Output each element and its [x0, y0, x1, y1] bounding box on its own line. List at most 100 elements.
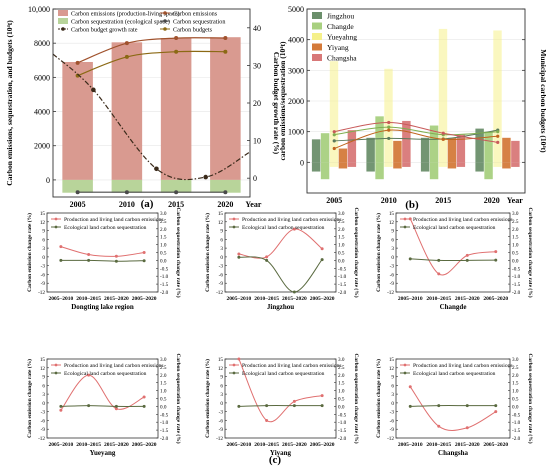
c-sequestration-line	[238, 256, 323, 293]
c-y2tick-label: 3.0	[160, 211, 167, 217]
a-legend-label: Carbon budgets	[173, 27, 213, 34]
c-y2tick-label: 2.0	[338, 227, 345, 233]
a-ytick-label: 2000	[34, 142, 50, 151]
c-ytick-label: 12	[218, 366, 224, 372]
c-ytick-label: 9	[391, 375, 394, 381]
b-sequestration-bar	[493, 162, 502, 167]
c-y2tick-label: 1.0	[160, 243, 167, 249]
c-y2tick-label: 0.5	[160, 397, 167, 403]
c-y2-axis-label: Carbon sequestration change rate (%)	[175, 353, 182, 443]
c-sequestration-point	[142, 259, 146, 263]
c-y2tick-label: -0.5	[338, 266, 347, 272]
c-sequestration-point	[320, 404, 324, 408]
c-emission-line	[409, 218, 496, 276]
c-y2tick-label: 1.0	[338, 389, 345, 395]
c-emission-point	[59, 408, 63, 412]
c-legend-marker	[54, 363, 58, 367]
a-legend-label: Carbon sequestration	[173, 19, 225, 26]
b-budget-line	[334, 126, 498, 136]
c-region-label: Jingzhou	[267, 303, 294, 311]
b-emission-bar	[402, 120, 411, 163]
c-sequestration-point	[292, 404, 296, 408]
c-emission-line	[238, 358, 323, 423]
b-emission-bar	[338, 148, 348, 163]
a-legend-label: Carbon budget growth rate	[71, 27, 138, 34]
c-y2tick-label: 0.0	[338, 258, 345, 264]
c-ytick-label: -9	[41, 281, 46, 287]
b-sequestration-bar	[420, 162, 430, 172]
b-emission-bar	[429, 125, 439, 163]
b-legend-label: Yiyang	[327, 43, 349, 52]
b-budget-line	[334, 129, 498, 142]
b-legend-swatch	[312, 54, 322, 61]
b-emission-bar	[438, 28, 448, 163]
c-y2tick-label: 2.0	[160, 373, 167, 379]
c-xtick-label: 2005–2010	[49, 442, 74, 448]
c-y2tick-label: -1.0	[338, 274, 347, 280]
c-y2tick-label: -1.0	[512, 274, 521, 280]
c-legend-label: Ecological land carbon sequestration	[64, 225, 147, 231]
b-budget-point	[496, 134, 500, 138]
b-sequestration-bar	[447, 162, 457, 169]
c-ytick-label: 3	[220, 392, 223, 398]
a-legend-label: Carbon emissions (production-living spac…	[71, 11, 179, 18]
c-sequestration-point	[87, 258, 91, 262]
a-budgets-line-point	[124, 54, 129, 59]
c-legend-marker	[232, 363, 236, 367]
c-ytick-label: 12	[40, 220, 46, 226]
b-emission-bar	[384, 68, 393, 163]
c-sequestration-point	[465, 404, 469, 408]
a-xtick-label: 2015	[168, 200, 184, 209]
b-emission-bar	[475, 128, 484, 163]
c-y-axis-label: Carbon emission change rate (%)	[375, 213, 382, 292]
c-y2tick-label: -2.0	[160, 290, 169, 296]
c-y2tick-label: 1.0	[512, 243, 519, 249]
c-emission-point	[292, 399, 296, 403]
c-ytick-label: -12	[387, 290, 394, 296]
c-xtick-label: 2010–2015	[254, 296, 279, 302]
b-budget-point	[332, 146, 336, 151]
b-budget-point	[387, 125, 391, 129]
b-emission-bar	[447, 137, 457, 163]
c-ytick-label: 3	[391, 246, 394, 252]
a-sequestration-bar	[62, 179, 93, 193]
a-legend-swatch	[58, 18, 68, 24]
c-sequestration-point	[292, 290, 296, 294]
c-xtick-label: 2010–2015	[426, 442, 451, 448]
b-legend-swatch	[312, 22, 322, 30]
c-region-label: Yueyang	[90, 449, 116, 457]
b-sequestration-bar	[429, 162, 439, 180]
a-ytick-label: 0	[46, 176, 50, 185]
a-y2tick-label: 30	[253, 61, 261, 70]
c-sequestration-point	[408, 257, 412, 261]
c-sequestration-point	[265, 258, 269, 262]
b-sequestration-bar	[456, 162, 466, 167]
c-legend-label: Production and living land carbon emissi…	[64, 217, 164, 223]
c-y2-axis-label: Carbon sequestration change rate (%)	[527, 207, 534, 297]
c-y2tick-label: -0.5	[160, 412, 169, 418]
c-y2tick-label: 3.0	[512, 357, 519, 363]
b-budget-point	[332, 139, 336, 143]
b-sequestration-bar	[511, 162, 520, 167]
c-ytick-label: 0	[391, 401, 394, 407]
c-y2tick-label: 2.0	[160, 227, 167, 233]
a-emission-bar	[111, 42, 143, 180]
a-legend-marker	[163, 11, 167, 15]
c-xtick-label: 2005–2020	[310, 296, 335, 302]
c-legend-label: Production and living land carbon emissi…	[413, 363, 513, 369]
c-y2tick-label: 1.5	[160, 235, 167, 241]
a-budgets-line-point	[223, 49, 228, 54]
c-ytick-label: -3	[390, 410, 395, 416]
c-y2tick-label: -0.5	[338, 412, 347, 418]
a-emissions-line-point	[75, 60, 80, 65]
chart-b: 0 1000 2000 3000 4000 5000 2005 2010 2015 2020 Yea…	[278, 5, 548, 205]
c-y-axis-label: Carbon emission change rate (%)	[204, 359, 211, 438]
c-ytick-label: 9	[391, 229, 394, 235]
c-sequestration-point	[437, 258, 441, 262]
c-ytick-label: 6	[391, 237, 394, 243]
b-emission-bar	[311, 139, 321, 163]
chart-c: -12-9-6-303691215-2.0-1.5-1.0-0.50.00.51…	[26, 207, 534, 457]
c-xtick-label: 2005–2020	[132, 442, 157, 448]
c-y2tick-label: 0.5	[338, 397, 345, 403]
c-sequestration-line	[238, 405, 323, 407]
